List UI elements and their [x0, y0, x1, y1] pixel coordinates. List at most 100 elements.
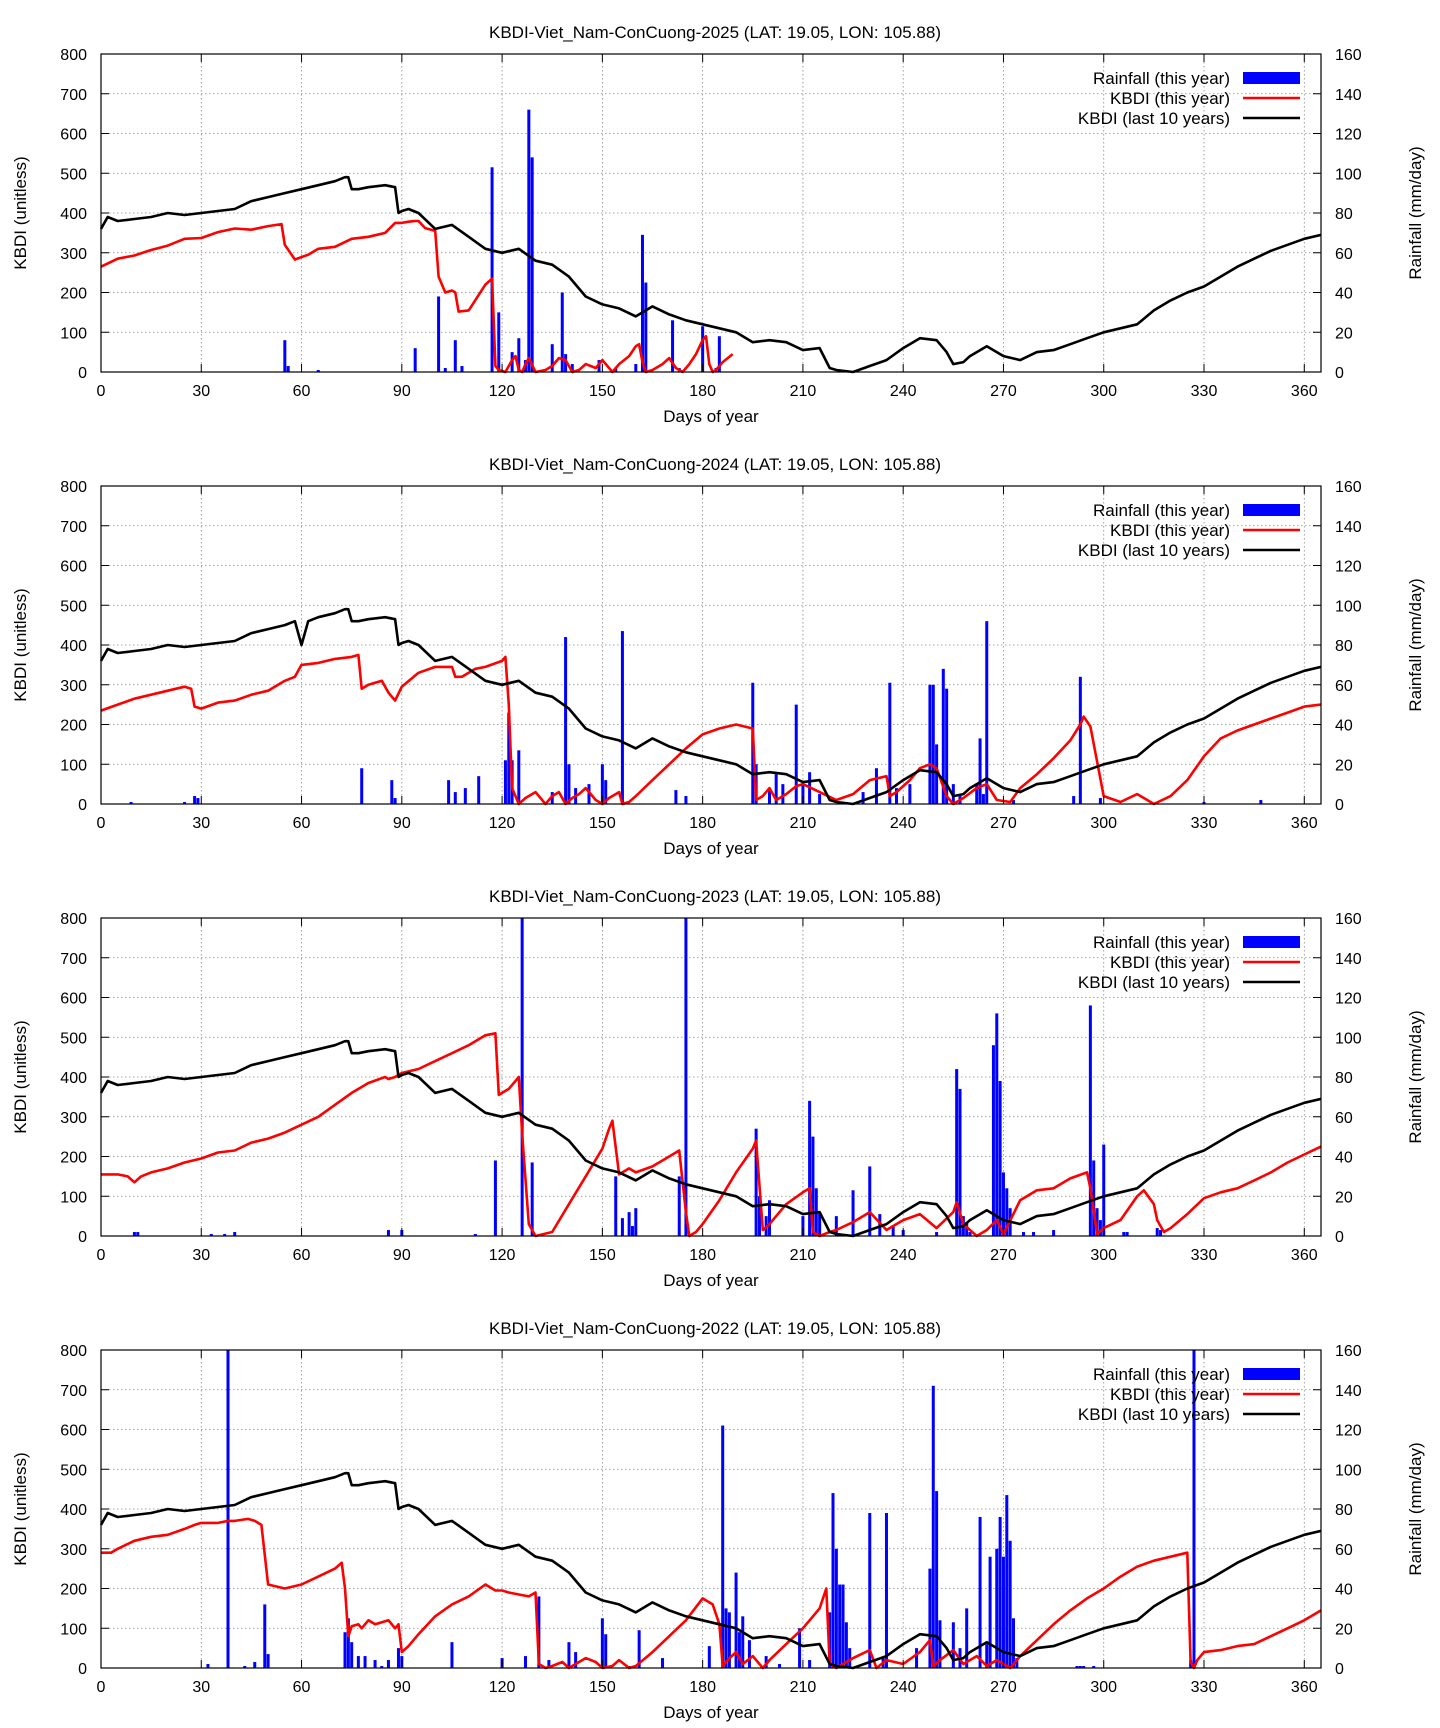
y2-tick-label: 120	[1335, 559, 1362, 576]
rainfall-bar	[701, 326, 705, 372]
rainfall-bar	[1155, 1228, 1159, 1236]
y-tick-label: 0	[78, 365, 87, 382]
rainfall-bar	[684, 918, 688, 1236]
x-tick-label: 360	[1291, 383, 1318, 400]
y-tick-label: 500	[60, 1462, 87, 1479]
rainfall-bar	[1125, 1232, 1129, 1236]
rainfall-bar	[477, 776, 481, 804]
legend-swatch-rainfall	[1243, 72, 1300, 84]
rainfall-bar	[413, 348, 417, 372]
kbdi-last-10-years-line	[99, 175, 1322, 374]
y2-tick-label: 80	[1335, 206, 1353, 223]
y-tick-label: 600	[60, 1423, 87, 1440]
rainfall-bar	[945, 688, 949, 804]
y-tick-label: 0	[78, 797, 87, 814]
y-tick-label: 800	[60, 1343, 87, 1360]
kbdi-this-year-line	[101, 1032, 1322, 1238]
x-axis-label: Days of year	[663, 1703, 759, 1722]
rainfall-bar	[851, 1190, 855, 1236]
x-tick-label: 330	[1191, 815, 1218, 832]
rainfall-bar	[968, 1232, 972, 1236]
rainfall-bar	[991, 1045, 995, 1236]
rainfall-bar	[463, 788, 467, 804]
y2-tick-label: 80	[1335, 1070, 1353, 1087]
rainfall-bar	[450, 1642, 454, 1668]
x-tick-label: 90	[393, 1247, 411, 1264]
y2-tick-label: 160	[1335, 47, 1362, 64]
rainfall-bar	[356, 1656, 360, 1668]
rainfall-bar	[253, 1662, 257, 1668]
rainfall-bar	[600, 1618, 604, 1668]
y2-tick-label: 20	[1335, 1189, 1353, 1206]
rainfall-bar	[778, 1664, 782, 1668]
rainfall-bar	[1192, 1350, 1196, 1668]
x-tick-label: 60	[293, 815, 311, 832]
y2-tick-label: 140	[1335, 519, 1362, 536]
x-tick-label: 360	[1291, 1247, 1318, 1264]
grid-lines	[101, 486, 1321, 804]
rainfall-bar	[844, 1622, 848, 1668]
y2-tick-label: 0	[1335, 365, 1344, 382]
rainfall-bar	[620, 1218, 624, 1236]
x-tick-label: 300	[1090, 1679, 1117, 1696]
rainfall-bar	[574, 1652, 578, 1668]
grid-lines	[101, 1350, 1321, 1668]
rainfall-bar	[938, 1620, 942, 1668]
rainfall-bar	[346, 1618, 350, 1668]
rainfall-bar	[1008, 1540, 1012, 1668]
legend-label: Rainfall (this year)	[1093, 1365, 1230, 1384]
rainfall-bar	[955, 1069, 959, 1236]
y2-tick-label: 40	[1335, 286, 1353, 303]
x-tick-label: 330	[1191, 1247, 1218, 1264]
rainfall-bar	[193, 796, 197, 804]
rainfall-bar	[928, 1568, 932, 1668]
x-tick-label: 120	[489, 383, 516, 400]
rainfall-bar	[564, 637, 568, 804]
y-tick-label: 500	[60, 598, 87, 615]
y2-tick-label: 60	[1335, 678, 1353, 695]
rainfall-bar	[517, 750, 521, 804]
x-tick-label: 270	[990, 1679, 1017, 1696]
y-tick-label: 200	[60, 286, 87, 303]
rainfall-bar	[243, 1666, 247, 1668]
chart-title: KBDI-Viet_Nam-ConCuong-2023 (LAT: 19.05,…	[489, 887, 941, 906]
y-tick-label: 300	[60, 1542, 87, 1559]
y-tick-label: 400	[60, 206, 87, 223]
y-tick-label: 600	[60, 991, 87, 1008]
rainfall-bar	[958, 1088, 962, 1236]
rainfall-bar	[1159, 1230, 1163, 1236]
y-tick-label: 700	[60, 1383, 87, 1400]
rainfall-bar	[808, 1100, 812, 1236]
y-tick-label: 600	[60, 127, 87, 144]
rainfall-bar	[677, 1176, 681, 1236]
x-tick-label: 60	[293, 1247, 311, 1264]
rainfall-bar	[360, 768, 364, 804]
rainfall-bar	[517, 338, 521, 372]
y2-tick-label: 120	[1335, 127, 1362, 144]
rainfall-bar	[460, 366, 464, 372]
rainfall-bars	[129, 621, 1263, 804]
rainfall-bar	[831, 1493, 835, 1668]
x-axis-label: Days of year	[663, 839, 759, 858]
x-tick-label: 30	[192, 383, 210, 400]
y-tick-label: 100	[60, 1189, 87, 1206]
rainfall-bar	[808, 1660, 812, 1668]
y-tick-label: 800	[60, 479, 87, 496]
rainfall-bar	[978, 1516, 982, 1668]
rainfall-bar	[998, 1080, 1002, 1236]
rainfall-bar	[604, 1634, 608, 1668]
rainfall-bar	[132, 1232, 136, 1236]
rainfall-bar	[734, 1572, 738, 1668]
x-tick-label: 210	[790, 1247, 817, 1264]
rainfall-bar	[794, 704, 798, 804]
x-tick-label: 30	[192, 1247, 210, 1264]
x-tick-label: 150	[589, 1679, 616, 1696]
rainfall-bar	[1072, 796, 1076, 804]
y2-tick-label: 80	[1335, 638, 1353, 655]
rainfall-bar	[503, 760, 507, 804]
legend-label: KBDI (this year)	[1110, 953, 1230, 972]
x-tick-label: 210	[790, 1679, 817, 1696]
rainfall-bar	[671, 320, 675, 372]
x-tick-label: 150	[589, 1247, 616, 1264]
rainfall-bar	[644, 282, 648, 372]
